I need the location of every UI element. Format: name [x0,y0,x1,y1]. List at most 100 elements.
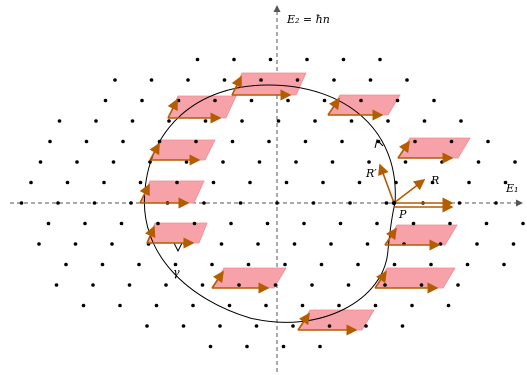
vector-r-label: R [430,174,439,187]
lattice-point [113,78,117,82]
lattice-point [286,98,290,103]
lattice-point [368,78,373,82]
e2-axis-label: E₂ = ħn [286,13,330,26]
lattice-point [268,57,273,62]
lattice-point [327,324,332,328]
lattice-point [246,262,251,267]
lattice-point [364,324,368,328]
lattice-point [164,283,168,287]
lattice-point [346,283,351,287]
lattice-point [329,242,333,246]
lattice-point [181,324,186,328]
lattice-point [341,57,346,62]
lattice-point [203,119,208,123]
lattice-point [384,201,389,205]
lattice-point [265,221,270,226]
lattice-point [291,324,295,328]
lattice-point [403,160,408,164]
lattice-point [211,180,216,185]
lattice-point [167,119,171,123]
lattice-point [475,242,479,246]
lattice-point [503,180,508,185]
lattice-point [46,221,51,226]
cell-vector-oblique [149,142,160,161]
lattice-point [330,160,335,164]
lattice-point [276,119,281,123]
unit-cell [231,72,307,96]
lattice-point [248,180,252,185]
lattice-point [100,262,105,267]
lattice-point [91,283,95,287]
lattice-point [430,180,435,185]
cell-vector-oblique [211,270,224,289]
lattice-point [465,262,470,267]
lattice-point [337,303,341,308]
lattice-point [386,119,390,123]
lattice-point [249,98,254,103]
vector-r-prime [378,163,395,204]
lattice-point [303,139,308,144]
lattice-point [302,221,306,226]
unit-cell [327,94,401,116]
lattice-point [400,324,405,328]
lattice-point [111,160,116,164]
lattice-point [395,98,400,103]
lattice-point [256,242,260,246]
lattice-point [338,221,343,226]
lattice-vectors [139,75,454,336]
lattice-point [294,160,298,164]
lattice-point [311,201,316,205]
curve-direction-arrow-top [374,139,384,149]
lattice-point [267,139,271,144]
lattice-point [511,242,516,246]
cell-vector-oblique [167,98,178,119]
lattice-point [375,221,379,226]
lattice-point [456,283,460,287]
lattice-point [273,283,278,287]
vector-r [393,179,426,204]
lattice-point [332,78,336,82]
lattice-point [184,160,189,164]
lattice-point [175,180,179,185]
lattice-point [156,221,160,226]
lattice-point [521,221,525,226]
point-p-label: P [398,208,407,221]
lattice-point [219,242,224,246]
lattice-point [237,283,241,287]
curve-direction-arrow-left [173,242,183,253]
cell-vector-oblique [297,312,310,331]
lattice-point [348,201,352,205]
lattice-point [83,221,87,226]
lattice-point [254,324,259,328]
lattice-point [173,262,178,267]
lattice-point [192,221,197,226]
lattice-point [75,160,79,164]
lattice-point [232,57,236,62]
lattice-point [19,201,24,205]
cell-vector-oblique [384,227,397,246]
lattice-point [29,180,33,185]
lattice-point [318,344,322,349]
lattice-point [313,119,317,123]
lattice-point [321,180,325,185]
lattice-point [37,242,41,246]
lattice-points [19,57,525,349]
cell-vector-oblique [374,270,387,289]
lattice-point [383,283,387,287]
lattice-point [356,262,360,267]
lattice-point [365,242,370,246]
lattice-point [373,303,378,308]
lattice-point [210,262,214,267]
lattice-point [191,303,195,308]
cell-vector-oblique [139,183,150,204]
lattice-point [84,139,89,144]
unit-cell [397,137,471,159]
lattice-point [240,119,244,123]
lattice-point [118,303,122,308]
lattice-point [238,201,243,205]
lattice-point [102,180,106,185]
lattice-point [413,139,417,144]
lattice-point [103,98,108,103]
lattice-point [449,139,454,144]
lattice-point [257,160,262,164]
